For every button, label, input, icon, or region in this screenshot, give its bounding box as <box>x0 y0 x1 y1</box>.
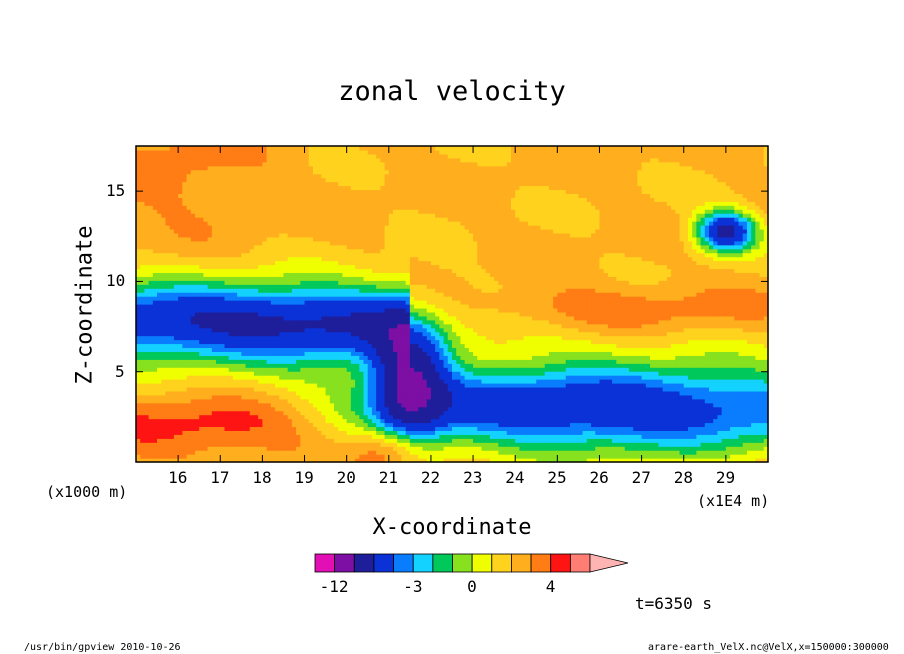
y-tick-label: 15 <box>106 181 126 201</box>
x-tick-label: 27 <box>631 468 651 487</box>
x-tick-label: 20 <box>336 468 356 487</box>
colorbar-segment <box>373 553 394 573</box>
colorbar-segment <box>550 553 571 573</box>
footer-right: arare-earth_VelX.nc@VelX,x=150000:300000 <box>648 642 889 653</box>
colorbar-segment <box>393 553 414 573</box>
x-axis-title: X-coordinate <box>372 515 532 540</box>
colorbar-arrow <box>589 553 629 573</box>
time-annotation: t=6350 s <box>635 594 713 613</box>
x-tick-label: 16 <box>168 468 188 487</box>
colorbar-segment <box>452 553 473 573</box>
colorbar-segment <box>511 553 532 573</box>
x-tick-label: 26 <box>589 468 609 487</box>
colorbar-segment <box>471 553 493 573</box>
x-tick-label: 21 <box>378 468 399 487</box>
x-tick-label: 23 <box>463 468 483 487</box>
x-tick-label: 29 <box>715 468 736 487</box>
x-tick-label: 22 <box>420 468 441 487</box>
colorbar-segment <box>569 553 591 573</box>
x-tick-label: 28 <box>673 468 693 487</box>
colorbar-tick-label: -3 <box>403 577 423 596</box>
colorbar <box>314 553 629 573</box>
contour-fill <box>136 146 769 463</box>
plot-frame <box>135 145 769 463</box>
colorbar-segment <box>491 553 512 573</box>
colorbar-segment <box>353 553 375 573</box>
colorbar-segment <box>412 553 434 573</box>
colorbar-segment <box>530 553 552 573</box>
y-axis-title: Z-coordinate <box>72 225 98 385</box>
x-scale-label: (x1E4 m) <box>697 492 770 510</box>
colorbar-tick-label: 0 <box>467 577 477 596</box>
colorbar-tick-label: 4 <box>545 577 556 596</box>
colorbar-segment <box>334 553 355 573</box>
y-scale-label: (x1000 m) <box>46 483 128 501</box>
y-tick-label: 10 <box>106 271 126 291</box>
x-tick-label: 17 <box>210 468 230 487</box>
colorbar-segment <box>432 553 453 573</box>
x-tick-label: 19 <box>294 468 314 487</box>
x-tick-label: 24 <box>505 468 525 487</box>
chart-title: zonal velocity <box>338 76 566 107</box>
colorbar-tick-label: -12 <box>319 577 349 596</box>
x-tick-label: 25 <box>547 468 567 487</box>
x-tick-label: 18 <box>252 468 272 487</box>
footer-left: /usr/bin/gpview 2010-10-26 <box>24 642 181 653</box>
colorbar-segment <box>314 553 336 573</box>
y-tick-label: 5 <box>115 361 125 381</box>
